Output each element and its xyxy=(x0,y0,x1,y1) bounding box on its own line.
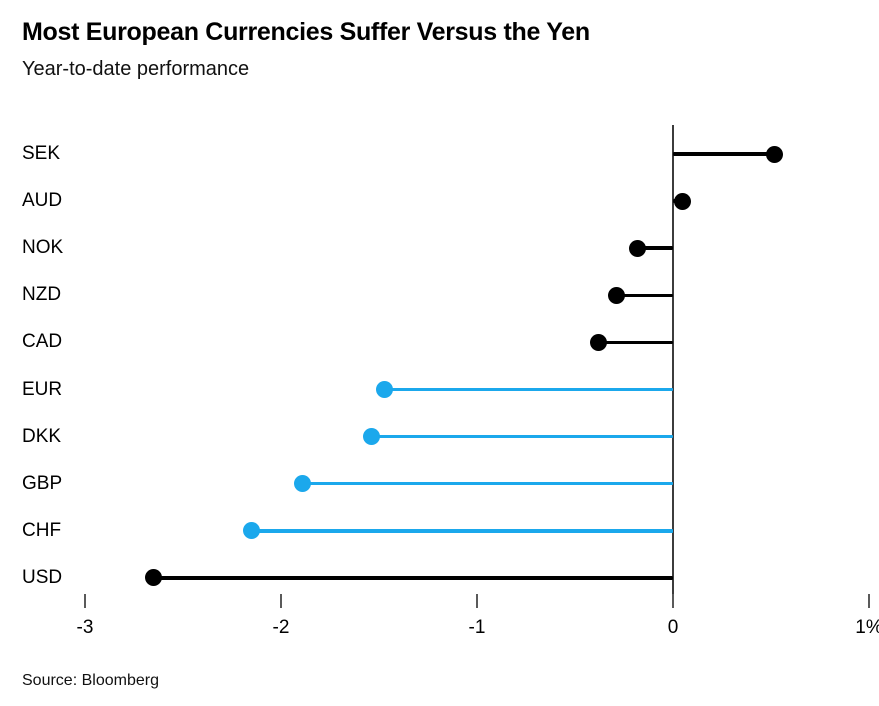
lollipop-stem-usd xyxy=(153,576,673,580)
category-label-chf: CHF xyxy=(22,519,62,541)
category-label-sek: SEK xyxy=(22,143,61,164)
x-axis-tick--2 xyxy=(280,594,282,608)
lollipop-stem-nzd xyxy=(616,293,673,298)
category-label-aud: AUD xyxy=(22,190,63,212)
lollipop-stem-dkk xyxy=(371,434,673,439)
category-label-gbp: GBP xyxy=(22,472,63,494)
lollipop-dot-nzd xyxy=(607,286,625,304)
x-axis-tick--3 xyxy=(84,594,86,608)
lollipop-stem-chf xyxy=(251,529,673,533)
x-axis-tick-label--1: -1 xyxy=(468,617,486,638)
x-axis-tick-label--2: -2 xyxy=(272,617,290,638)
x-axis-tick-label-0: 0 xyxy=(667,617,679,638)
lollipop-dot-eur xyxy=(376,381,394,398)
zero-axis-line xyxy=(672,125,674,608)
lollipop-stem-nok xyxy=(637,246,673,250)
lollipop-dot-aud xyxy=(674,192,692,210)
category-label-eur: EUR xyxy=(22,378,63,400)
lollipop-dot-sek xyxy=(766,145,784,163)
x-axis-tick--1 xyxy=(476,594,478,608)
category-label-dkk: DKK xyxy=(22,425,62,447)
lollipop-stem-sek xyxy=(673,152,775,156)
x-axis-tick-1pct xyxy=(868,594,870,608)
lollipop-stem-gbp xyxy=(302,481,673,486)
chart-subtitle: Year-to-date performance xyxy=(22,58,250,80)
chart-title: Most European Currencies Suffer Versus t… xyxy=(22,18,590,46)
lollipop-dot-gbp xyxy=(294,475,312,493)
x-axis-tick-label--3: -3 xyxy=(76,617,94,638)
category-label-cad: CAD xyxy=(22,331,63,353)
x-axis-tick-0 xyxy=(672,594,674,608)
category-label-nzd: NZD xyxy=(22,284,62,306)
lollipop-stem-cad xyxy=(598,340,673,345)
lollipop-dot-usd xyxy=(145,569,163,587)
x-axis-tick-label-1pct: 1% xyxy=(855,617,879,638)
source-attribution: Source: Bloomberg xyxy=(22,672,159,689)
lollipop-dot-nok xyxy=(629,239,647,257)
lollipop-dot-cad xyxy=(590,333,608,351)
lollipop-stem-eur xyxy=(384,387,673,392)
lollipop-dot-dkk xyxy=(362,428,380,446)
lollipop-dot-chf xyxy=(243,522,261,540)
category-label-nok: NOK xyxy=(22,237,64,259)
category-label-usd: USD xyxy=(22,566,63,588)
